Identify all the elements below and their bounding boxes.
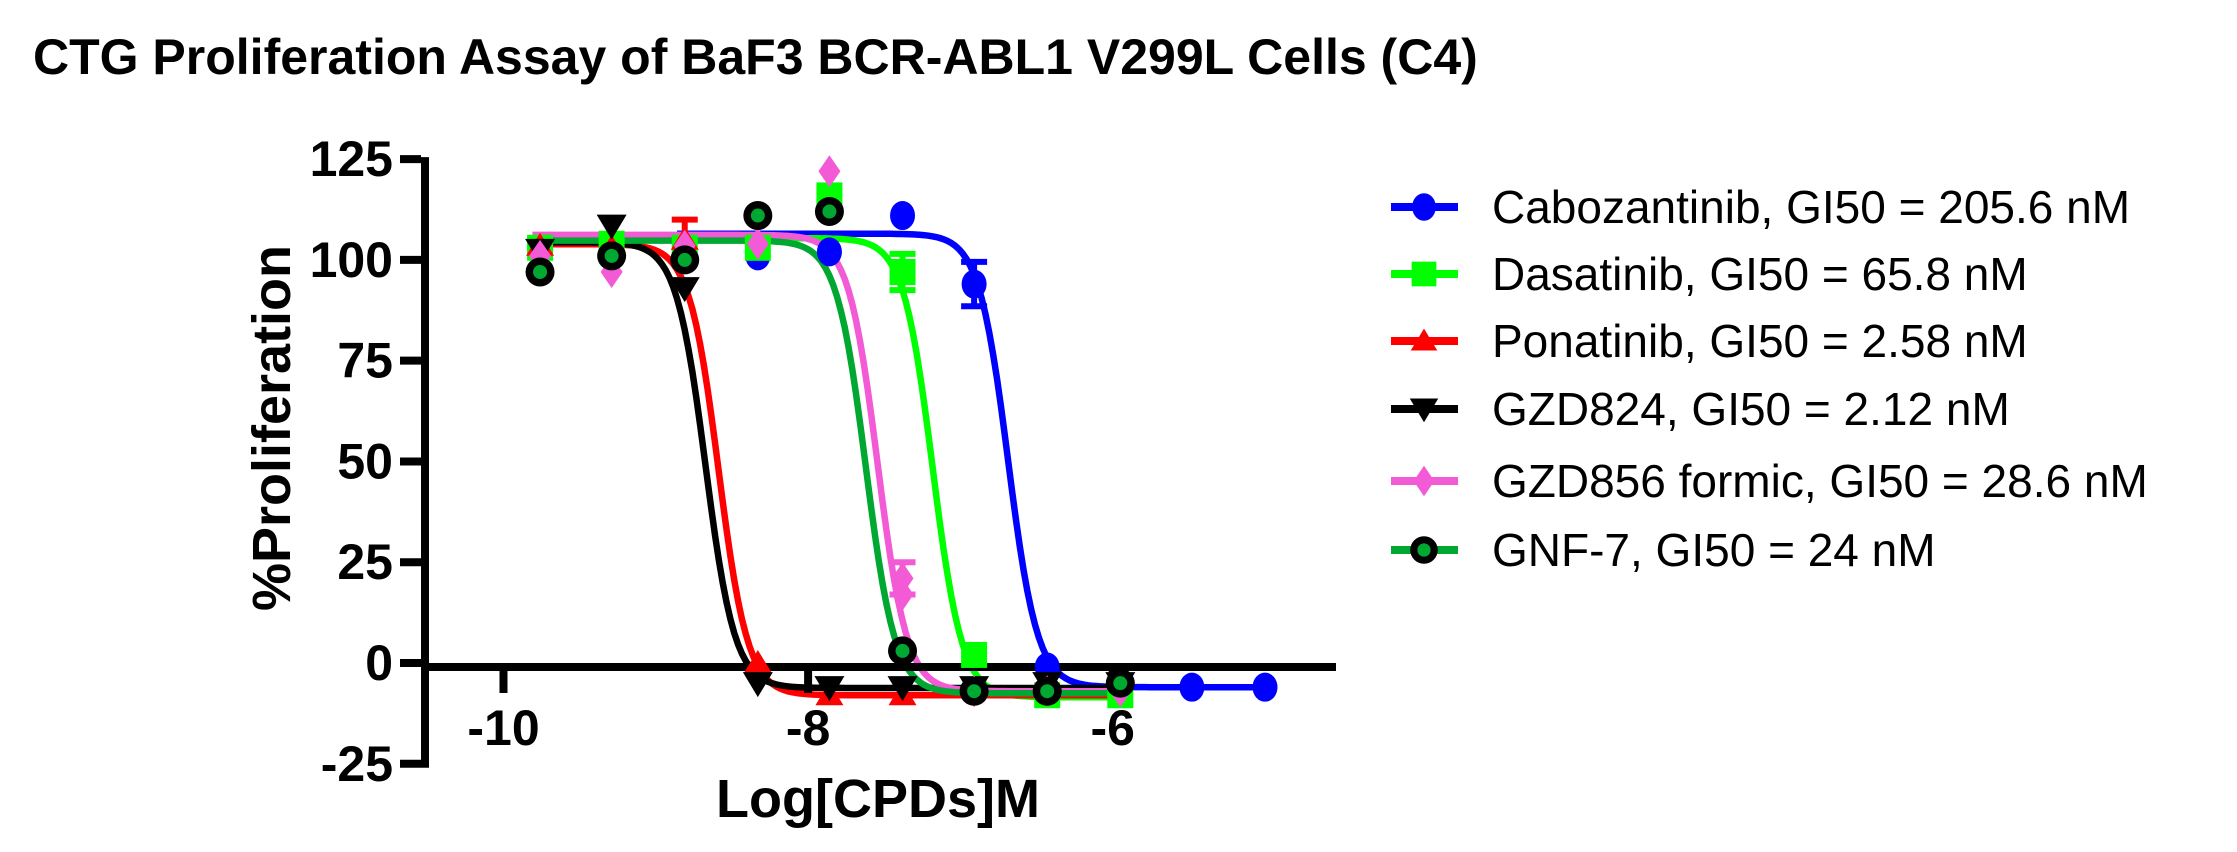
y-tick-label: 125 [310, 131, 393, 187]
y-tick-label: 0 [365, 635, 393, 691]
axes: -25 0 25 50 75 100 125 -10 -8 -6 [310, 131, 1336, 792]
marker-triangle-down-icon [887, 676, 918, 702]
legend-label: Cabozantinib, GI50 = 205.6 nM [1492, 181, 2131, 233]
series-cabozantinib [672, 201, 1278, 702]
marker-circle-icon [816, 237, 842, 267]
legend-label: GNF-7, GI50 = 24 nM [1492, 524, 1936, 576]
marker-circle-ringed-icon [1113, 676, 1128, 691]
legend-diamond-marker-icon [1391, 465, 1458, 497]
marker-triangle-down-icon [669, 277, 700, 303]
marker-diamond-icon [891, 578, 914, 611]
legend-item-gzd824: GZD824, GI50 = 2.12 nM [1388, 380, 2010, 438]
legend-item-gnf-7: GNF-7, GI50 = 24 nM [1388, 521, 1936, 579]
legend-item-gzd856-formic: GZD856 formic, GI50 = 28.6 nM [1388, 452, 2148, 510]
series-gnf-7 [525, 197, 1135, 706]
marker-square-icon [1411, 261, 1437, 287]
marker-triangle-up-icon [1410, 328, 1438, 351]
marker-triangle-down-icon [596, 214, 627, 240]
marker-circle-ringed-icon [822, 204, 837, 219]
marker-circle-icon [1252, 672, 1278, 702]
marker-circle-ringed-icon [1417, 543, 1431, 557]
legend-circle-marker-icon [1391, 193, 1458, 221]
x-tick-label: -10 [467, 700, 539, 756]
legend-item-dasatinib: Dasatinib, GI50 = 65.8 nM [1388, 245, 2028, 303]
fit-curve-ponatinib [532, 240, 1119, 699]
series-gzd824 [525, 214, 1136, 702]
marker-diamond-icon [818, 155, 841, 188]
marker-diamond-icon [746, 227, 769, 260]
marker-diamond-icon [1413, 465, 1435, 497]
x-tick-label: -8 [786, 700, 830, 756]
legend-square-marker-icon [1391, 261, 1458, 287]
marker-circle-ringed-icon [895, 643, 910, 658]
marker-circle-icon [1179, 672, 1205, 702]
marker-circle-icon [961, 269, 987, 299]
marker-triangle-down-icon [742, 672, 773, 698]
y-tick-label: 100 [310, 232, 393, 288]
y-axis-label: %Proliferation [242, 244, 302, 612]
marker-triangle-down-icon [814, 676, 845, 702]
marker-square-icon [961, 641, 988, 668]
legend-ringed-circle-marker-icon [1391, 536, 1458, 564]
marker-circle-ringed-icon [533, 264, 548, 279]
marker-triangle-down-icon [1409, 398, 1439, 423]
fit-curves [532, 230, 1275, 701]
marker-circle-ringed-icon [750, 208, 765, 223]
marker-diamond-icon [891, 562, 914, 595]
legend-label: Dasatinib, GI50 = 65.8 nM [1492, 248, 2028, 300]
marker-circle-ringed-icon [967, 684, 982, 699]
marker-circle-ringed-icon [604, 248, 619, 263]
marker-circle-ringed-icon [1040, 684, 1055, 699]
marker-circle-icon [890, 201, 916, 231]
y-tick-label: 75 [337, 333, 393, 389]
marker-square-icon [889, 258, 916, 285]
x-tick-label: -6 [1090, 700, 1134, 756]
legend-triangle-down-marker-icon [1391, 398, 1458, 423]
fit-curve-gnf-7 [532, 237, 1127, 697]
marker-circle-icon [1412, 193, 1436, 221]
x-axis-label: Log[CPDs]M [716, 769, 1040, 829]
y-tick-label: 25 [337, 534, 393, 590]
legend-item-ponatinib: Ponatinib, GI50 = 2.58 nM [1388, 312, 2028, 370]
marker-triangle-up-icon [743, 650, 772, 673]
marker-circle-ringed-icon [677, 252, 692, 267]
legend-item-cabozantinib: Cabozantinib, GI50 = 205.6 nM [1388, 178, 2130, 236]
chart-title: CTG Proliferation Assay of BaF3 BCR-ABL1… [33, 29, 1478, 85]
legend-label: Ponatinib, GI50 = 2.58 nM [1492, 315, 2028, 367]
legend-label: GZD824, GI50 = 2.12 nM [1492, 383, 2010, 435]
y-tick-label: 50 [337, 433, 393, 489]
data-points [525, 155, 1278, 709]
legend-triangle-up-marker-icon [1391, 328, 1458, 351]
legend-label: GZD856 formic, GI50 = 28.6 nM [1492, 455, 2148, 507]
y-tick-label: -25 [321, 736, 393, 792]
